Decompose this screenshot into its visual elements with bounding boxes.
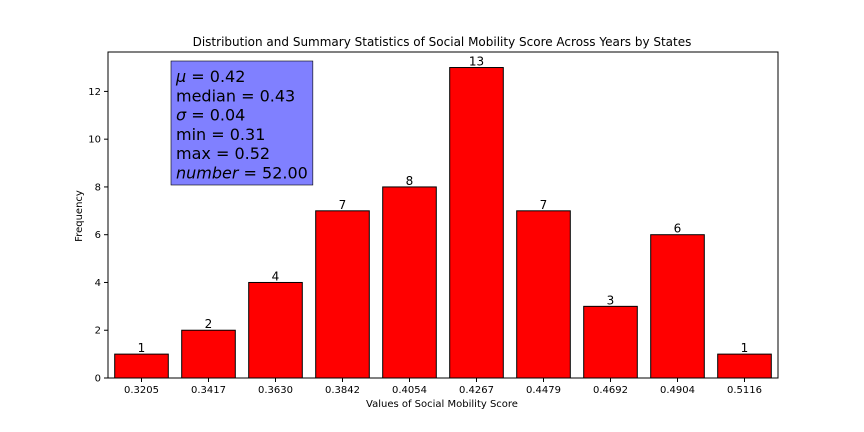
bar-8: [650, 234, 705, 379]
bar-7: [583, 305, 638, 379]
y-tick-label-3: 6: [95, 230, 101, 241]
data-label-4: 8: [406, 174, 414, 188]
x-tick-label-2: 0.3630: [258, 385, 293, 396]
x-tick-label-0: 0.3205: [124, 385, 159, 396]
stats-line-5: number = 52.00: [176, 164, 308, 183]
y-tick-label-5: 10: [88, 135, 101, 146]
data-label-1: 2: [205, 317, 213, 331]
data-label-2: 4: [272, 269, 280, 283]
stats-line-2: σ = 0.04: [176, 106, 245, 125]
bars-layer: [114, 67, 772, 379]
x-axis-label: Values of Social Mobility Score: [366, 399, 518, 410]
data-label-8: 6: [674, 222, 682, 236]
y-axis-label: Frequency: [74, 190, 85, 242]
stats-line-1: median = 0.43: [176, 86, 295, 105]
data-label-5: 13: [469, 55, 484, 69]
data-labels-layer: 1 2 4 7 8 13 7 3 6 1: [138, 55, 749, 356]
y-tick-label-0: 0: [95, 374, 101, 385]
data-label-0: 1: [138, 341, 146, 355]
stats-line-0: μ = 0.42: [175, 67, 245, 86]
x-tick-label-8: 0.4904: [660, 385, 695, 396]
bar-1: [181, 329, 236, 379]
bar-0: [114, 353, 169, 379]
x-tick-label-4: 0.4054: [392, 385, 427, 396]
bar-4: [382, 186, 437, 379]
x-tick-label-9: 0.5116: [727, 385, 762, 396]
x-tick-label-3: 0.3842: [325, 385, 360, 396]
data-label-9: 1: [741, 341, 749, 355]
y-tick-label-2: 4: [95, 278, 101, 289]
x-tick-label-5: 0.4267: [459, 385, 494, 396]
y-tick-label-1: 2: [95, 326, 101, 337]
bar-3: [315, 210, 370, 379]
y-tick-label-6: 12: [88, 87, 101, 98]
x-tick-label-7: 0.4692: [593, 385, 628, 396]
bar-5: [449, 67, 504, 379]
data-label-3: 7: [339, 198, 347, 212]
data-label-6: 7: [540, 198, 548, 212]
plot-frame: [107, 51, 779, 379]
data-label-7: 3: [607, 293, 615, 307]
x-tick-label-6: 0.4479: [526, 385, 561, 396]
y-tick-label-4: 8: [95, 182, 101, 193]
bar-6: [516, 210, 571, 379]
bar-9: [717, 353, 772, 379]
stats-line-3: min = 0.31: [176, 125, 265, 144]
x-tick-label-1: 0.3417: [191, 385, 226, 396]
stats-line-4: max = 0.52: [176, 144, 270, 163]
stats-box-background: [170, 60, 314, 186]
x-axis: 0.3205 0.3417 0.3630 0.3842 0.4054 0.4267 0.44…: [124, 378, 762, 396]
bar-2: [248, 281, 303, 379]
chart-title: Distribution and Summary Statistics of S…: [193, 35, 692, 49]
y-axis: 0 2 4 6 8 10 12: [88, 87, 108, 385]
